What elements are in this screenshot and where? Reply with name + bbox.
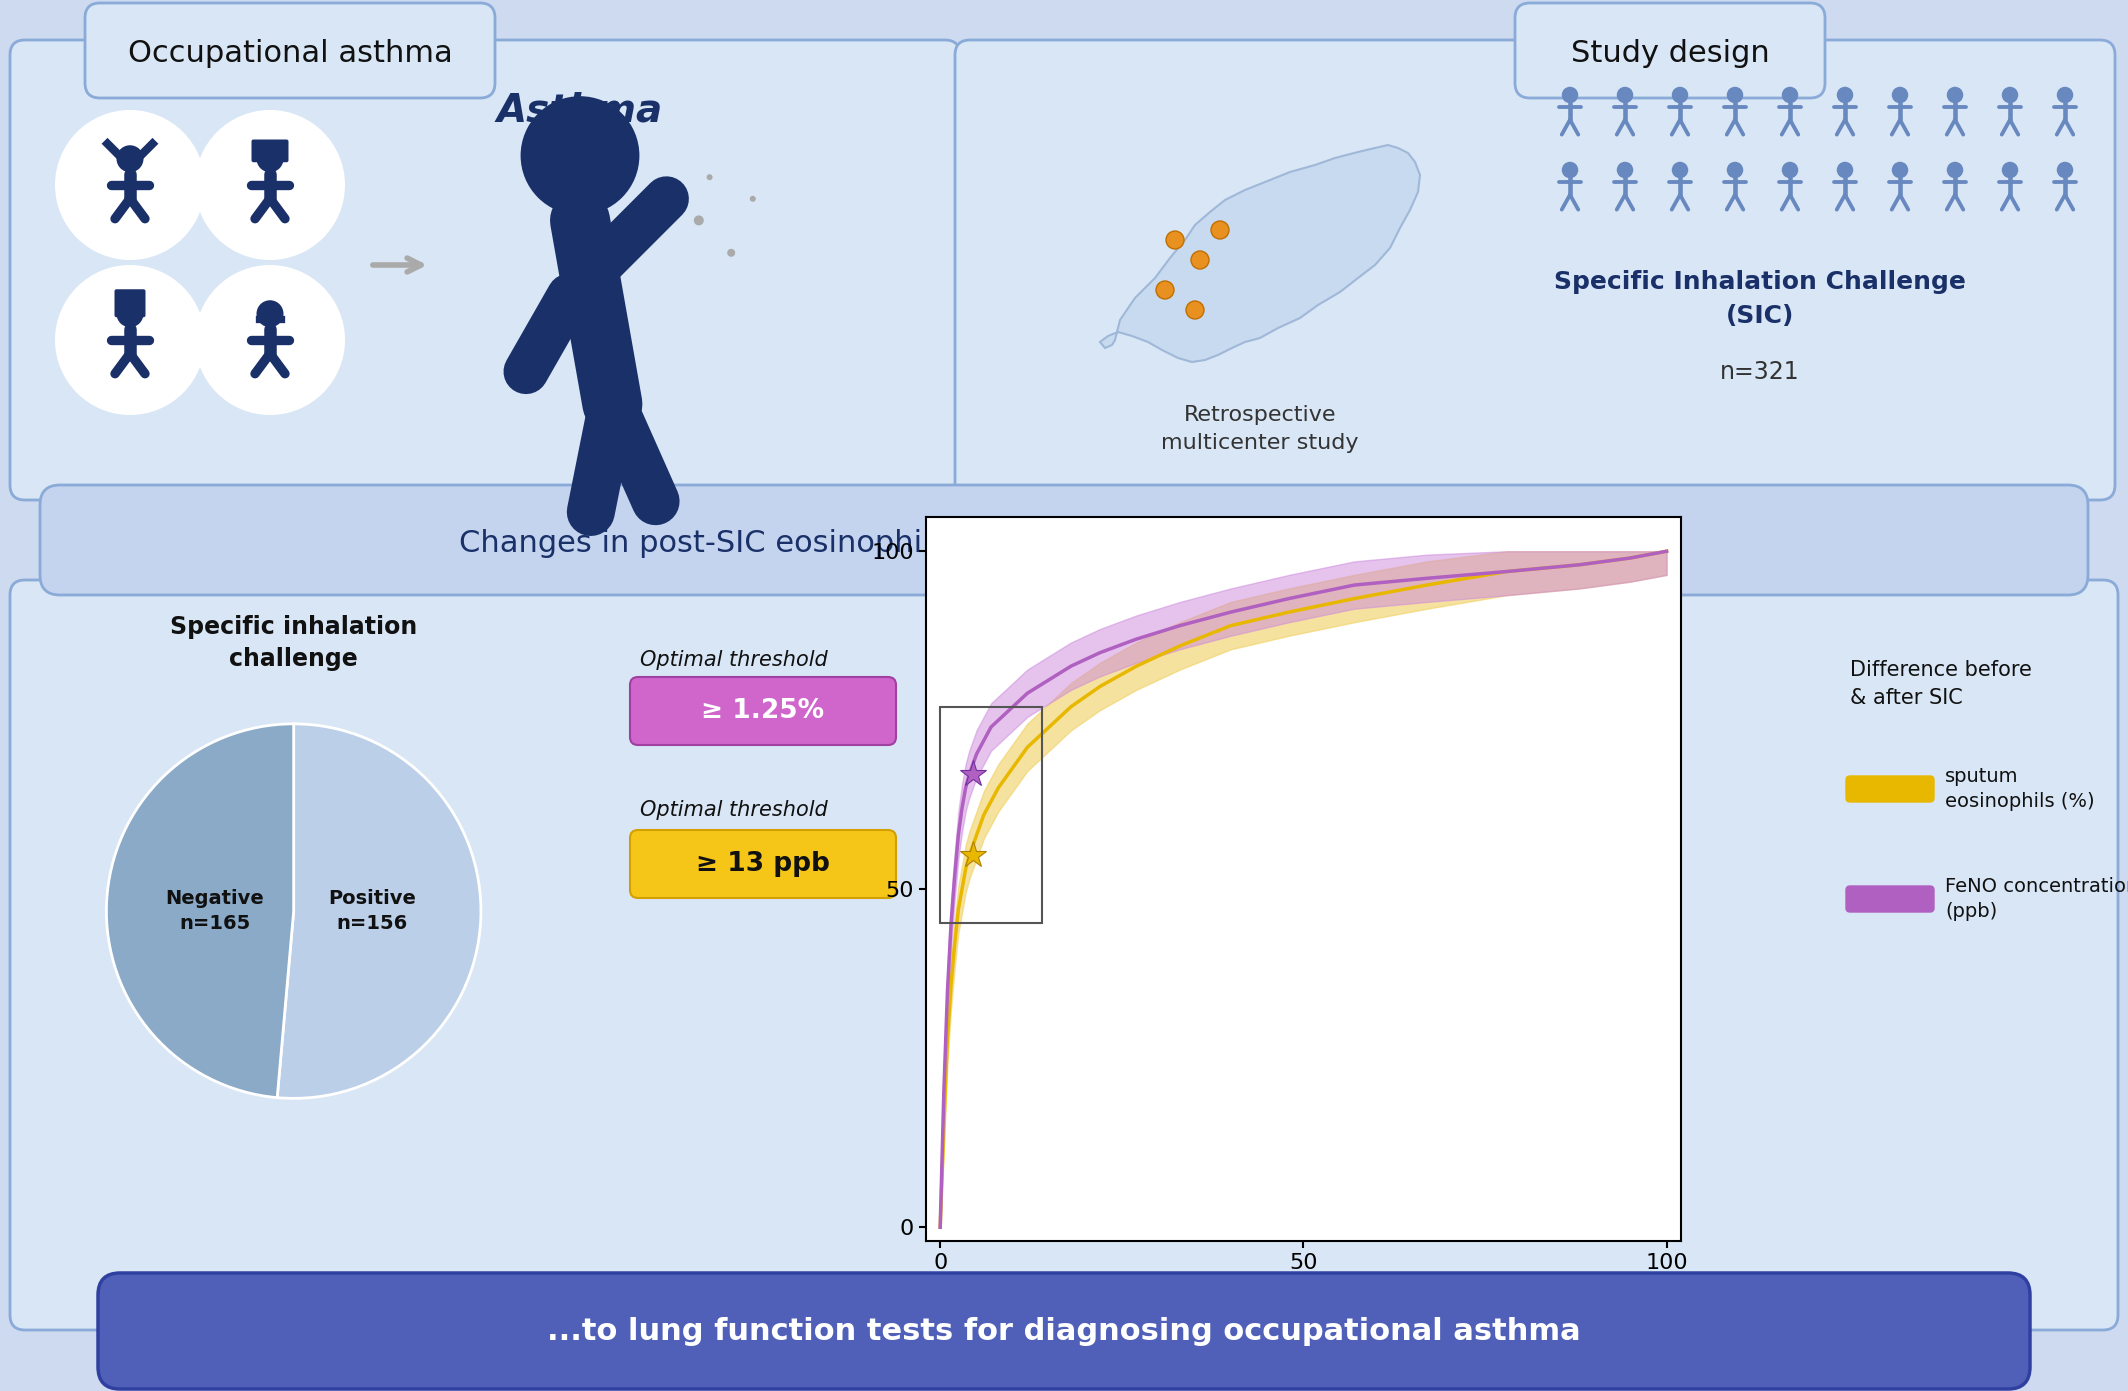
Circle shape <box>2058 161 2073 178</box>
Circle shape <box>1192 250 1209 268</box>
FancyBboxPatch shape <box>1515 3 1826 97</box>
Text: Changes in post-SIC eosinophils and FeNO are accurate complementary tools...: Changes in post-SIC eosinophils and FeNO… <box>458 529 1670 558</box>
Circle shape <box>55 266 204 415</box>
Polygon shape <box>1100 145 1419 362</box>
Circle shape <box>1947 86 1964 103</box>
Circle shape <box>1673 161 1688 178</box>
Text: Specific Inhalation Challenge
(SIC): Specific Inhalation Challenge (SIC) <box>1553 270 1966 327</box>
Circle shape <box>749 196 755 202</box>
Text: Retrospective
multicenter study: Retrospective multicenter study <box>1162 405 1360 453</box>
Circle shape <box>1562 86 1579 103</box>
Text: Positive
n=156: Positive n=156 <box>328 889 417 933</box>
Circle shape <box>1617 86 1634 103</box>
FancyBboxPatch shape <box>630 830 896 899</box>
Bar <box>941 707 1043 924</box>
Circle shape <box>1726 161 1743 178</box>
FancyBboxPatch shape <box>85 3 496 97</box>
Circle shape <box>196 110 345 260</box>
Text: Optimal threshold: Optimal threshold <box>641 650 828 670</box>
Circle shape <box>1562 161 1579 178</box>
Circle shape <box>1947 161 1964 178</box>
FancyBboxPatch shape <box>11 580 2117 1330</box>
Circle shape <box>55 110 204 260</box>
Text: Asthma: Asthma <box>496 90 664 129</box>
Circle shape <box>521 96 638 216</box>
Circle shape <box>694 216 704 225</box>
Text: ≥ 1.25%: ≥ 1.25% <box>702 698 824 723</box>
Circle shape <box>2058 86 2073 103</box>
Text: Optimal threshold: Optimal threshold <box>641 800 828 821</box>
Circle shape <box>257 145 283 172</box>
Wedge shape <box>277 723 481 1099</box>
FancyBboxPatch shape <box>11 40 960 499</box>
Circle shape <box>1185 300 1204 319</box>
Text: Difference before
& after SIC: Difference before & after SIC <box>1849 659 2032 708</box>
Circle shape <box>1166 231 1183 249</box>
Circle shape <box>1836 161 1853 178</box>
Circle shape <box>1892 161 1909 178</box>
Circle shape <box>728 249 734 257</box>
Circle shape <box>1617 161 1634 178</box>
Text: ≥ 13 ppb: ≥ 13 ppb <box>696 851 830 876</box>
Wedge shape <box>106 723 294 1097</box>
Text: n=321: n=321 <box>1719 360 1800 384</box>
FancyBboxPatch shape <box>955 40 2115 499</box>
Text: ...to lung function tests for diagnosing occupational asthma: ...to lung function tests for diagnosing… <box>547 1316 1581 1345</box>
Circle shape <box>1673 86 1688 103</box>
Title: Specific inhalation
challenge: Specific inhalation challenge <box>170 615 417 670</box>
Circle shape <box>196 266 345 415</box>
Circle shape <box>1156 281 1175 299</box>
FancyBboxPatch shape <box>98 1273 2030 1390</box>
Circle shape <box>1211 221 1230 239</box>
Circle shape <box>1836 86 1853 103</box>
FancyBboxPatch shape <box>630 677 896 746</box>
FancyBboxPatch shape <box>1845 776 1934 803</box>
Circle shape <box>257 300 283 327</box>
Circle shape <box>1726 86 1743 103</box>
Circle shape <box>1892 86 1909 103</box>
Circle shape <box>2002 161 2017 178</box>
Text: FeNO concentration
(ppb): FeNO concentration (ppb) <box>1945 876 2128 921</box>
Text: Occupational asthma: Occupational asthma <box>128 39 453 68</box>
Circle shape <box>1781 161 1798 178</box>
Circle shape <box>1781 86 1798 103</box>
FancyBboxPatch shape <box>251 139 289 163</box>
Circle shape <box>2002 86 2017 103</box>
FancyBboxPatch shape <box>1845 886 1934 912</box>
Text: sputum
eosinophils (%): sputum eosinophils (%) <box>1945 766 2094 811</box>
Text: Negative
n=165: Negative n=165 <box>166 889 264 933</box>
Circle shape <box>117 300 143 327</box>
Text: Study design: Study design <box>1570 39 1768 68</box>
FancyBboxPatch shape <box>40 485 2088 595</box>
Circle shape <box>706 174 713 181</box>
FancyBboxPatch shape <box>115 289 145 317</box>
Circle shape <box>117 145 143 172</box>
